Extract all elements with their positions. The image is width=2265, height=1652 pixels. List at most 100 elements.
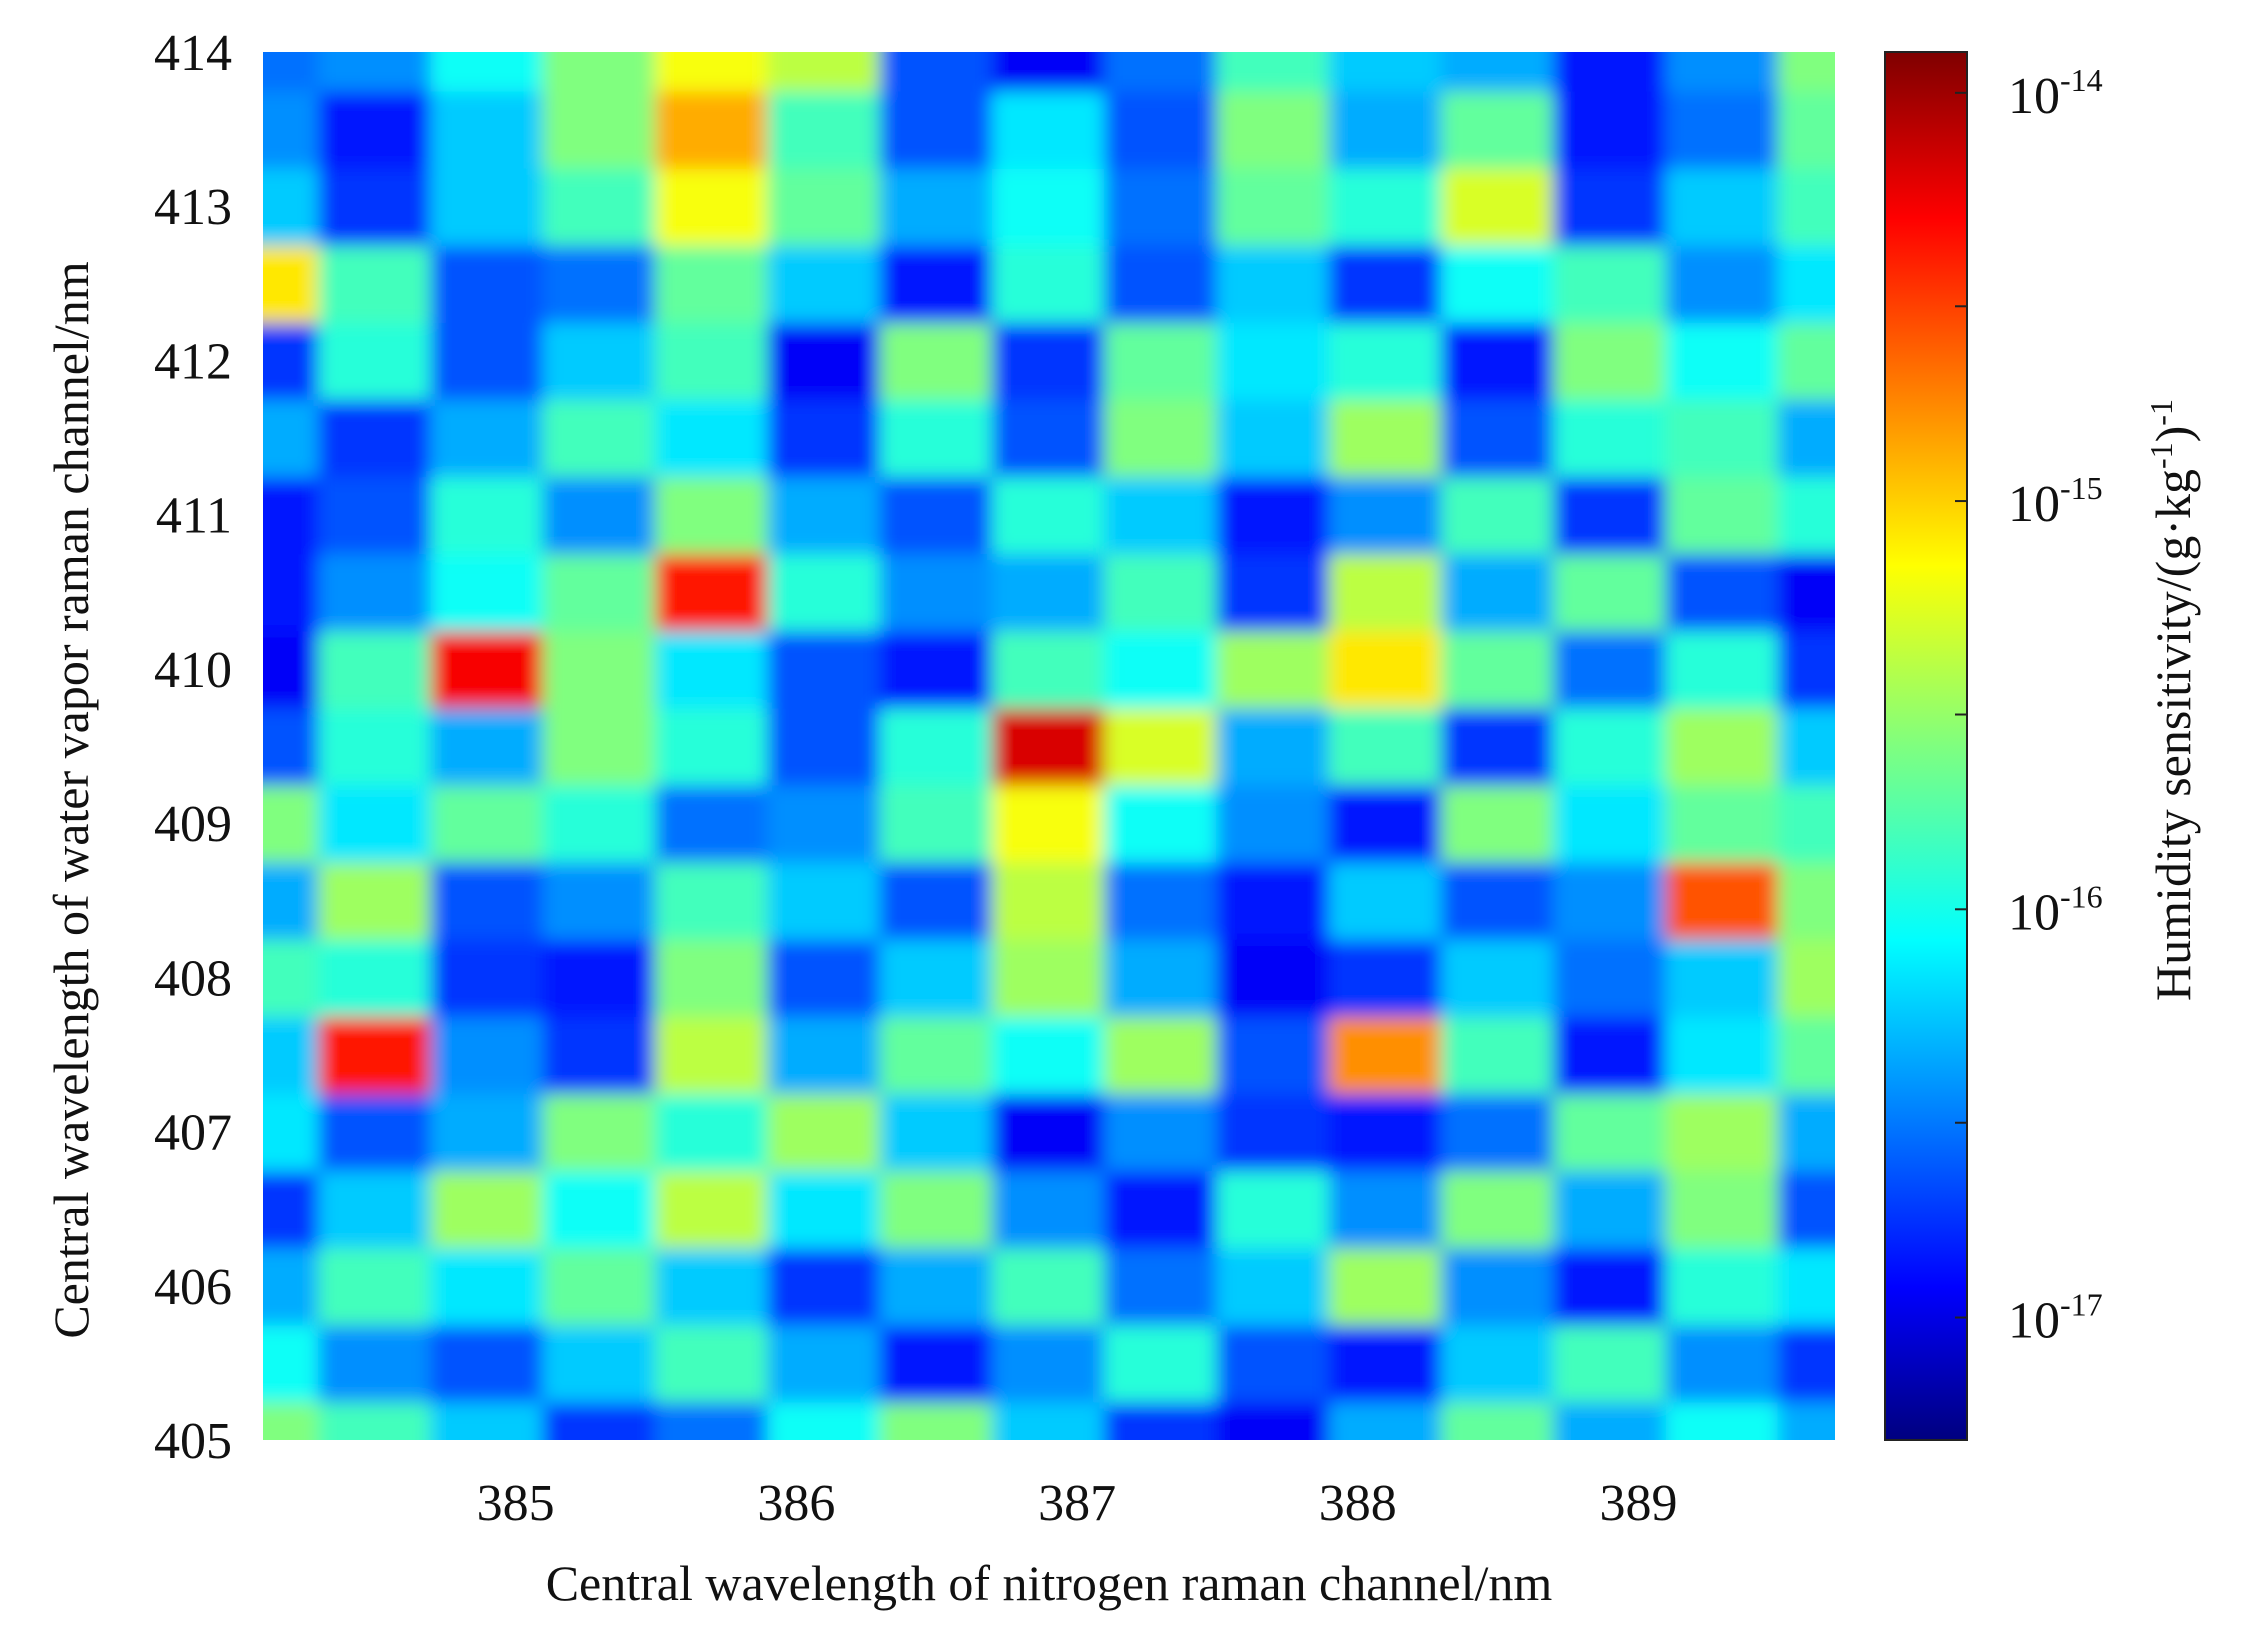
- heatmap-cell: [1216, 860, 1331, 940]
- heatmap-cell: [879, 937, 994, 1017]
- heatmap-cell: [1553, 1169, 1668, 1249]
- heatmap-cell: [655, 1092, 770, 1172]
- heatmap-cell: [1104, 475, 1219, 555]
- heatmap-cell: [318, 1169, 433, 1249]
- heatmap-cell: [1665, 52, 1780, 92]
- heatmap-cell: [1777, 937, 1835, 1017]
- heatmap-cell: [1104, 1400, 1219, 1440]
- heatmap-cell: [1665, 1169, 1780, 1249]
- heatmap-cell: [1216, 1323, 1331, 1403]
- heatmap-cell: [1216, 89, 1331, 169]
- heatmap-cell: [1328, 1323, 1443, 1403]
- heatmap-cell: [263, 629, 321, 709]
- heatmap-cell: [1553, 398, 1668, 478]
- heatmap-cell: [263, 1169, 321, 1249]
- heatmap-cell: [1441, 783, 1556, 863]
- heatmap-cell: [1441, 937, 1556, 1017]
- heatmap-cell: [542, 1014, 657, 1094]
- heatmap-cell: [991, 166, 1107, 246]
- heatmap-cell: [318, 52, 433, 92]
- heatmap-cell: [1104, 706, 1219, 786]
- heatmap-cell: [542, 783, 657, 863]
- colorbar-tick-label: 10-15: [2008, 470, 2103, 533]
- heatmap-cell: [1441, 706, 1556, 786]
- heatmap-cell: [879, 1323, 994, 1403]
- heatmap-cell: [542, 552, 657, 632]
- heatmap-cell: [1777, 475, 1835, 555]
- heatmap-cell: [655, 1169, 770, 1249]
- heatmap-cell: [1216, 552, 1331, 632]
- heatmap-cell: [767, 552, 882, 632]
- heatmap-cell: [1553, 860, 1668, 940]
- heatmap-cell: [1665, 1246, 1780, 1326]
- heatmap-cell: [1328, 629, 1443, 709]
- colorbar-tick-label: 10-14: [2008, 62, 2103, 125]
- heatmap-cell: [991, 398, 1107, 478]
- heatmap-cell: [1328, 1092, 1443, 1172]
- heatmap-cell: [1441, 1246, 1556, 1326]
- heatmap-cell: [767, 937, 882, 1017]
- heatmap-cell: [430, 783, 545, 863]
- heatmap-cell: [1665, 552, 1780, 632]
- heatmap-cell: [655, 52, 770, 92]
- heatmap-cell: [542, 1169, 657, 1249]
- colorbar-bar: [1884, 51, 1968, 1441]
- y-axis-title: Central wavelength of water vapor raman …: [43, 261, 99, 1338]
- heatmap-cell: [318, 243, 433, 323]
- heatmap-cell: [1104, 166, 1219, 246]
- heatmap-cell: [1777, 1323, 1835, 1403]
- heatmap-cell: [263, 1092, 321, 1172]
- heatmap-cell: [1216, 1400, 1331, 1440]
- y-tick-label: 412: [154, 333, 232, 390]
- heatmap-cell: [767, 1014, 882, 1094]
- heatmap-cell: [879, 166, 994, 246]
- heatmap-cell: [1553, 89, 1668, 169]
- heatmap-cell: [655, 629, 770, 709]
- heatmap-cell: [1777, 629, 1835, 709]
- heatmap-cell: [1777, 783, 1835, 863]
- colorbar-title-exp-outer: -1: [2143, 399, 2179, 426]
- heatmap-cell: [263, 783, 321, 863]
- heatmap-cell: [1441, 860, 1556, 940]
- heatmap-cell: [430, 398, 545, 478]
- heatmap-cell: [991, 52, 1107, 92]
- heatmap-cell: [1104, 52, 1219, 92]
- heatmap-cell: [1441, 89, 1556, 169]
- heatmap-cell: [1104, 320, 1219, 400]
- heatmap-cell: [767, 1246, 882, 1326]
- heatmap-cell: [1665, 1014, 1780, 1094]
- heatmap-cell: [655, 166, 770, 246]
- heatmap-cell: [991, 706, 1107, 786]
- x-axis-title: Central wavelength of nitrogen raman cha…: [546, 1555, 1553, 1611]
- heatmap-cell: [991, 629, 1107, 709]
- heatmap-cell: [430, 1092, 545, 1172]
- heatmap-cell: [879, 398, 994, 478]
- heatmap-cell: [318, 398, 433, 478]
- heatmap-cell: [1777, 1092, 1835, 1172]
- heatmap-cell: [1777, 398, 1835, 478]
- heatmap-cell: [1328, 783, 1443, 863]
- heatmap-cell: [1328, 706, 1443, 786]
- heatmap-cell: [542, 1400, 657, 1440]
- heatmap-cell: [991, 552, 1107, 632]
- heatmap-cell: [1328, 1169, 1443, 1249]
- heatmap-cell: [430, 1323, 545, 1403]
- x-tick-label: 385: [477, 1475, 555, 1532]
- heatmap-cell: [767, 243, 882, 323]
- colorbar-title-exp-inner: -1: [2143, 442, 2179, 469]
- heatmap-cell: [879, 1400, 994, 1440]
- heatmap-cell: [263, 860, 321, 940]
- heatmap-cell: [1553, 1400, 1668, 1440]
- heatmap-cell: [767, 166, 882, 246]
- heatmap-cell: [263, 52, 321, 92]
- heatmap-cell: [1441, 398, 1556, 478]
- heatmap-cell: [1777, 320, 1835, 400]
- heatmap-cell: [1441, 1169, 1556, 1249]
- heatmap-cell: [1104, 1169, 1219, 1249]
- heatmap-cell: [542, 89, 657, 169]
- heatmap-cell: [263, 475, 321, 555]
- heatmap-cell: [318, 783, 433, 863]
- heatmap-cell: [879, 320, 994, 400]
- heatmap-cell: [1665, 1400, 1780, 1440]
